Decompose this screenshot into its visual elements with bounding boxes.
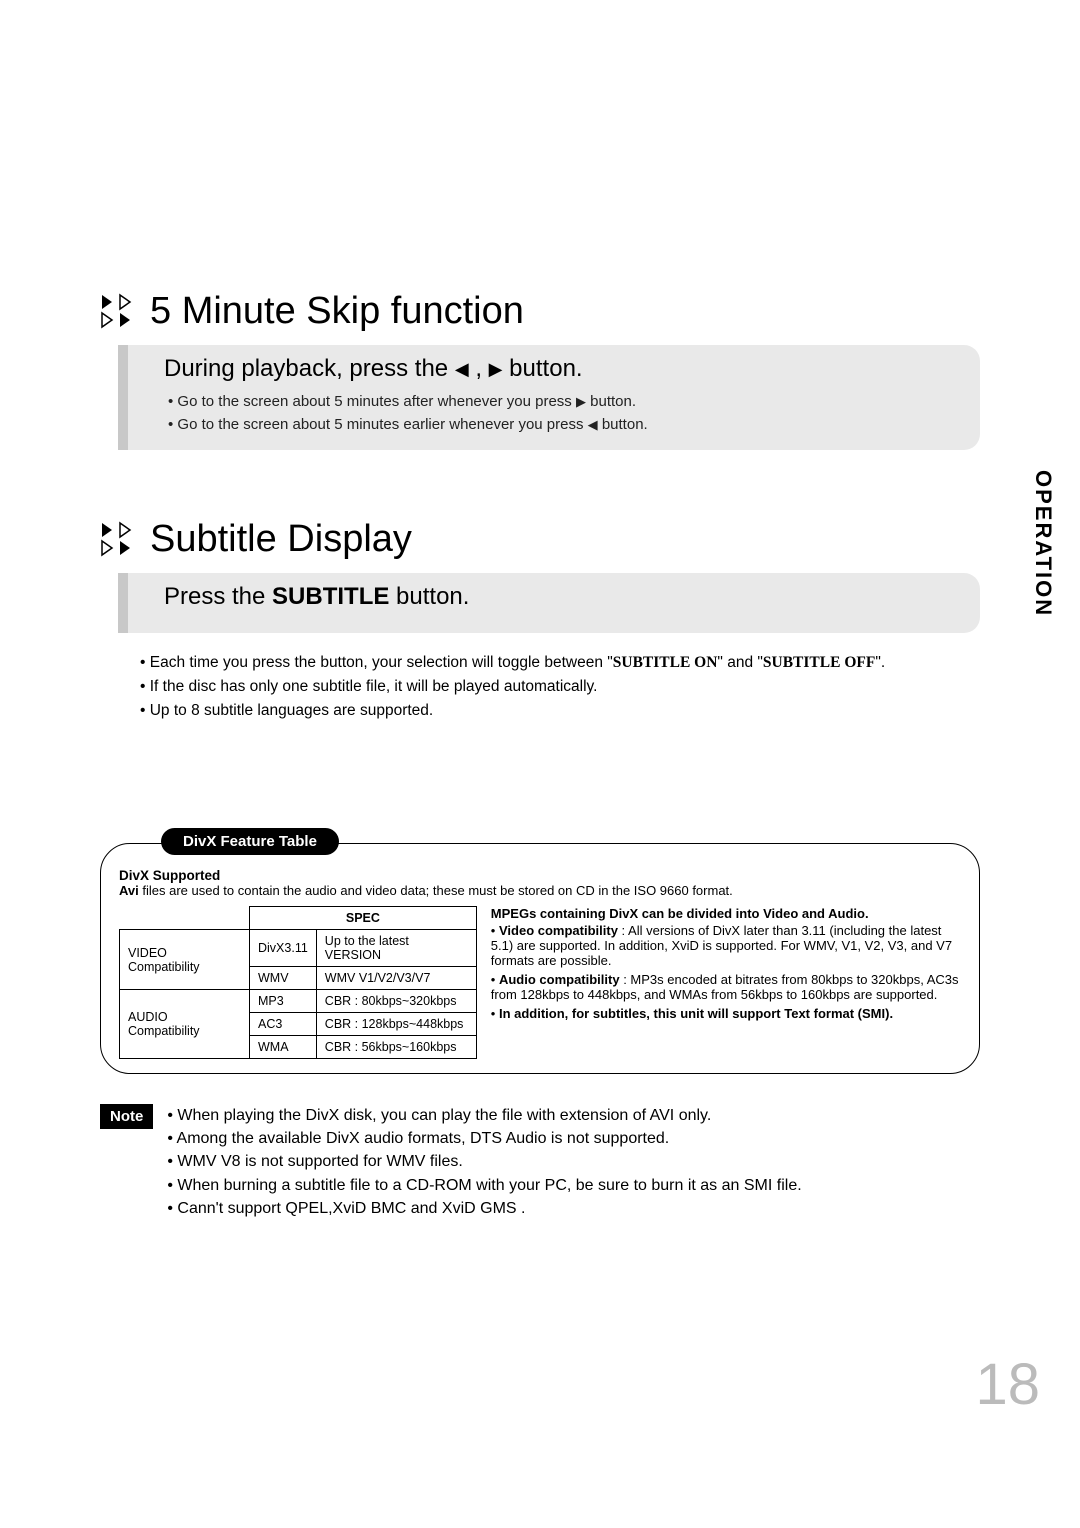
note-list: When playing the DivX disk, you can play…	[167, 1104, 801, 1220]
note-item: WMV V8 is not supported for WMV files.	[167, 1150, 801, 1173]
feature-item-1: Video compatibility : All versions of Di…	[491, 923, 961, 968]
supported-title: DivX Supported	[119, 868, 961, 883]
section1-callout: During playback, press the ◀ , ▶ button.…	[118, 345, 980, 450]
divx-feature-box: DivX Feature Table DivX Supported Avi fi…	[100, 843, 980, 1074]
note-item: Among the available DivX audio formats, …	[167, 1127, 801, 1150]
note-section: Note When playing the DivX disk, you can…	[100, 1104, 980, 1220]
table-row: AUDIO Compatibility MP3 CBR : 80kbps~320…	[120, 990, 477, 1013]
section1-title: 5 Minute Skip function	[150, 290, 524, 333]
section1-callout-title: During playback, press the ◀ , ▶ button.	[164, 355, 960, 383]
section2-bullet-1: Each time you press the button, your sel…	[140, 651, 980, 675]
section1-callout-list: Go to the screen about 5 minutes after w…	[164, 391, 960, 436]
section2-bullet-3: Up to 8 subtitle languages are supported…	[140, 699, 980, 723]
feature-item-2: Audio compatibility : MP3s encoded at bi…	[491, 972, 961, 1002]
note-item: When playing the DivX disk, you can play…	[167, 1104, 801, 1127]
section1-bullet-2: Go to the screen about 5 minutes earlier…	[168, 414, 960, 437]
feature-item-3: In addition, for subtitles, this unit wi…	[491, 1006, 961, 1021]
section2-callout-title: Press the SUBTITLE button.	[164, 583, 960, 611]
section2-title: Subtitle Display	[150, 518, 412, 561]
section1-heading: 5 Minute Skip function	[100, 290, 980, 333]
section1-bullet-1: Go to the screen about 5 minutes after w…	[168, 391, 960, 414]
page-number: 18	[975, 1351, 1040, 1418]
table-row: VIDEO Compatibility DivX3.11 Up to the l…	[120, 930, 477, 967]
note-item: Cann't support QPEL,XviD BMC and XviD GM…	[167, 1197, 801, 1220]
feature-tab: DivX Feature Table	[161, 828, 339, 855]
feature-right-header: MPEGs containing DivX can be divided int…	[491, 906, 961, 921]
spec-header: SPEC	[250, 907, 477, 930]
section2-callout: Press the SUBTITLE button.	[118, 573, 980, 633]
side-label: OPERATION	[1030, 470, 1056, 617]
note-badge: Note	[100, 1104, 153, 1129]
burst-icon	[100, 293, 138, 331]
feature-right: MPEGs containing DivX can be divided int…	[491, 906, 961, 1059]
section2-heading: Subtitle Display	[100, 518, 980, 561]
note-item: When burning a subtitle file to a CD-ROM…	[167, 1174, 801, 1197]
supported-desc: Avi files are used to contain the audio …	[119, 883, 961, 898]
burst-icon	[100, 521, 138, 559]
spec-table: SPEC VIDEO Compatibility DivX3.11 Up to …	[119, 906, 477, 1059]
section2-bullets: Each time you press the button, your sel…	[140, 651, 980, 723]
section2-bullet-2: If the disc has only one subtitle file, …	[140, 675, 980, 699]
page-content: 5 Minute Skip function During playback, …	[100, 290, 980, 1220]
